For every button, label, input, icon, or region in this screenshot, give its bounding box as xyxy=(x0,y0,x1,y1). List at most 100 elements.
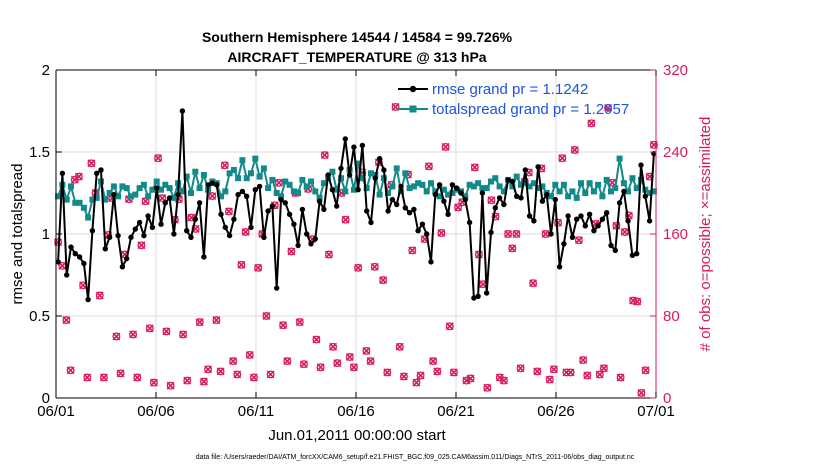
obs-possible-marker xyxy=(329,342,338,351)
rmse-point xyxy=(329,187,336,193)
rmse-point xyxy=(634,251,640,257)
rmse-point xyxy=(458,190,464,196)
totalspread-point xyxy=(479,185,486,192)
obs-point xyxy=(208,192,217,201)
obs-possible-marker xyxy=(262,312,271,320)
obs-possible-marker xyxy=(245,350,254,359)
obs-possible-marker xyxy=(224,207,233,216)
rmse-point xyxy=(561,241,567,247)
rmse-point xyxy=(428,259,434,265)
obs-assimilated-marker xyxy=(116,369,125,378)
obs-point xyxy=(241,227,250,236)
rmse-point xyxy=(638,162,644,168)
obs-possible-marker xyxy=(399,372,408,381)
rmse-point xyxy=(106,234,113,240)
rmse-point xyxy=(111,191,117,198)
totalspread-point xyxy=(192,168,199,175)
obs-possible-marker xyxy=(266,370,275,379)
rmse-point xyxy=(612,247,618,254)
obs-point xyxy=(445,322,454,331)
obs-point xyxy=(316,363,325,372)
rmse-point xyxy=(132,226,138,232)
rmse-point xyxy=(81,260,87,267)
totalspread-point xyxy=(449,190,456,196)
totalspread-point xyxy=(578,180,584,187)
rmse-point xyxy=(59,170,66,176)
obs-possible-marker xyxy=(229,357,238,366)
obs-possible-marker xyxy=(116,369,125,378)
obs-point xyxy=(566,368,575,377)
totalspread-point xyxy=(226,170,233,177)
totalspread-point xyxy=(496,183,503,190)
rmse-point xyxy=(192,216,198,222)
obs-assimilated-marker xyxy=(287,247,296,256)
obs-possible-marker xyxy=(512,230,521,238)
obs-assimilated-marker xyxy=(204,365,213,374)
obs-assimilated-marker xyxy=(274,178,283,187)
totalspread-point xyxy=(278,193,284,200)
totalspread-point xyxy=(123,185,130,192)
totalspread-point xyxy=(436,193,443,200)
totalspread-point xyxy=(260,165,267,172)
rmse-point xyxy=(346,172,353,178)
totalspread-point xyxy=(158,186,164,193)
totalspread-point xyxy=(102,196,109,203)
obs-assimilated-marker xyxy=(529,279,538,288)
rmse-point xyxy=(244,193,250,199)
obs-possible-marker xyxy=(283,357,292,366)
totalspread-point xyxy=(183,173,190,180)
totalspread-point xyxy=(552,181,559,188)
obs-assimilated-marker xyxy=(183,376,192,385)
obs-assimilated-marker xyxy=(312,335,321,344)
obs-possible-marker xyxy=(437,229,446,237)
legend-rmse-label: rmse grand pr = 1.1242 xyxy=(432,81,588,98)
obs-possible-marker xyxy=(204,365,213,374)
obs-possible-marker xyxy=(579,356,588,365)
obs-assimilated-marker xyxy=(395,342,404,351)
obs-possible-marker xyxy=(212,316,221,325)
rmse-point xyxy=(342,136,348,142)
obs-possible-marker xyxy=(199,377,208,386)
chart-title: Southern Hemisphere 14544 / 14584 = 99.7… xyxy=(202,29,513,45)
obs-point xyxy=(216,367,225,376)
totalspread-point xyxy=(106,190,113,196)
obs-assimilated-marker xyxy=(604,103,613,112)
obs-possible-marker xyxy=(491,212,500,221)
obs-point xyxy=(341,215,350,224)
obs-assimilated-marker xyxy=(408,246,417,255)
rmse-point xyxy=(124,255,130,262)
rmse-point xyxy=(578,213,584,219)
y-tick-label: 1.5 xyxy=(29,144,50,161)
obs-point xyxy=(312,335,321,344)
rmse-point xyxy=(548,231,554,237)
rmse-point xyxy=(102,246,109,252)
totalspread-point xyxy=(153,178,160,185)
obs-possible-marker xyxy=(183,376,192,385)
totalspread-point xyxy=(432,188,439,195)
obs-point xyxy=(254,263,263,272)
rmse-point xyxy=(115,232,121,239)
obs-assimilated-marker xyxy=(349,363,358,372)
obs-possible-marker xyxy=(570,146,579,154)
obs-possible-marker xyxy=(179,330,188,339)
obs-point xyxy=(399,372,408,381)
rmse-point xyxy=(308,241,314,247)
rmse-point xyxy=(158,221,164,227)
obs-possible-marker xyxy=(370,262,379,271)
rmse-point xyxy=(274,285,280,291)
obs-assimilated-marker xyxy=(324,250,333,259)
x-tick-label: 06/11 xyxy=(238,403,274,420)
totalspread-point xyxy=(136,185,143,192)
obs-point xyxy=(604,103,613,112)
totalspread-point xyxy=(402,170,409,177)
obs-point xyxy=(320,151,329,160)
obs-possible-marker xyxy=(574,236,583,245)
obs-point xyxy=(549,365,558,374)
obs-point xyxy=(145,324,154,333)
obs-assimilated-marker xyxy=(341,215,350,224)
obs-possible-marker xyxy=(433,367,442,376)
obs-possible-marker xyxy=(241,228,250,236)
rmse-point xyxy=(261,234,267,240)
obs-point xyxy=(83,373,92,382)
